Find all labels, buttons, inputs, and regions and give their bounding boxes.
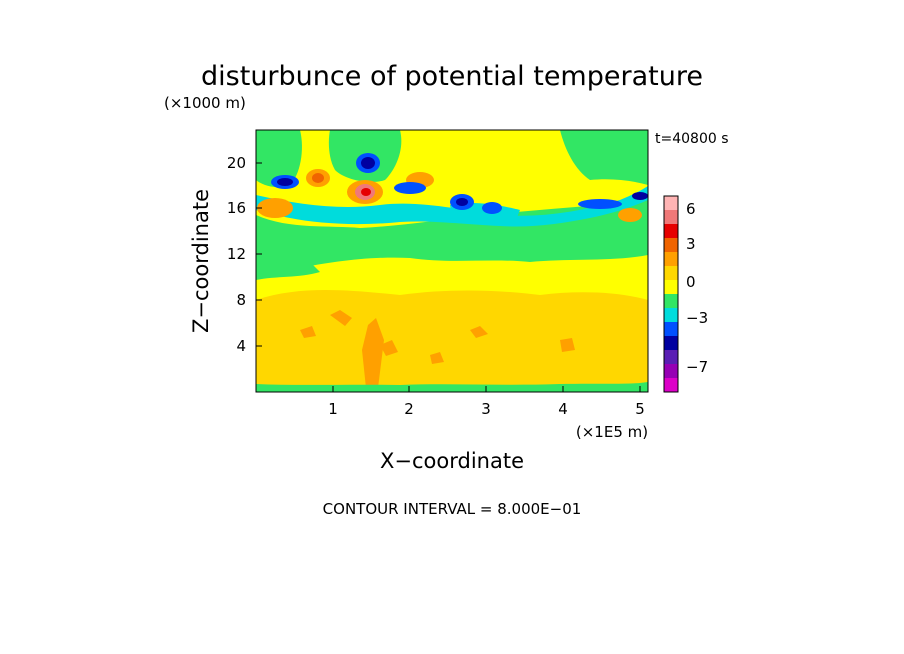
y-tick-label: 4 [236,337,246,355]
colorbar-label: −3 [686,309,708,327]
colorbar-label: 3 [686,235,696,253]
colorbar [664,196,678,393]
x-tick-label: 5 [635,400,645,418]
red-core [361,188,371,196]
plot-frame [255,129,649,393]
blue-blob [394,182,426,194]
x-tick-label: 1 [328,400,338,418]
colorbar-segment [664,224,678,239]
colorbar-segment [664,210,678,225]
x-tick-label: 3 [481,400,491,418]
navy-core [361,157,375,169]
cyan-band [256,186,648,227]
y-unit-label: (×1000 m) [164,94,246,112]
colorbar-segment [664,308,678,323]
x-tick-label: 2 [404,400,414,418]
amber-core [256,305,648,380]
colorbar-segment [664,280,678,295]
colorbar-segment [664,364,678,379]
contour-interval-note: CONTOUR INTERVAL = 8.000E−01 [323,500,582,518]
navy-core [632,192,648,200]
colorbar-label: 0 [686,273,696,291]
orange-column [362,318,384,388]
navy-core [456,198,468,206]
green-lobe-left [256,255,320,280]
colorbar-label: 6 [686,200,696,218]
x-tick-label: 4 [558,400,568,418]
orange-blob [257,198,293,218]
blue-blob [482,202,502,214]
x-unit-label: (×1E5 m) [576,423,648,441]
colorbar-label: −7 [686,358,708,376]
colorbar-segment [664,196,678,211]
x-tick-labels: 1 2 3 4 5 [328,400,645,418]
colorbar-segment [664,322,678,337]
blue-blob [578,199,622,209]
time-label: t=40800 s [655,131,729,147]
green-top-right [560,130,648,185]
colorbar-labels: 6 3 0 −3 −7 [686,200,708,376]
orange-patches [300,310,575,364]
chart-title: disturbunce of potential temperature [201,61,703,92]
y-tick-marks [256,162,262,347]
colorbar-segment [664,238,678,253]
navy-core [277,178,293,186]
green-band [256,195,648,272]
green-bottom-strip [256,382,648,392]
contour-field [256,130,648,392]
colorbar-segment [664,252,678,267]
colorbar-segment [664,294,678,309]
x-tick-marks [332,386,641,392]
colorbar-segment [664,336,678,351]
x-axis-label: X−coordinate [380,449,524,473]
orange-blob [618,208,642,222]
colorbar-segment [664,266,678,281]
green-top-left [256,130,302,188]
dark-orange-core [312,173,324,183]
colorbar-segment [664,378,678,393]
y-tick-label: 20 [227,154,246,172]
y-tick-label: 12 [227,245,246,263]
y-tick-label: 16 [227,199,246,217]
colorbar-frame [663,195,679,393]
y-axis-label: Z−coordinate [189,189,213,333]
y-tick-labels: 4 8 12 16 20 [227,154,246,355]
colorbar-segment [664,350,678,365]
y-tick-label: 8 [236,291,246,309]
